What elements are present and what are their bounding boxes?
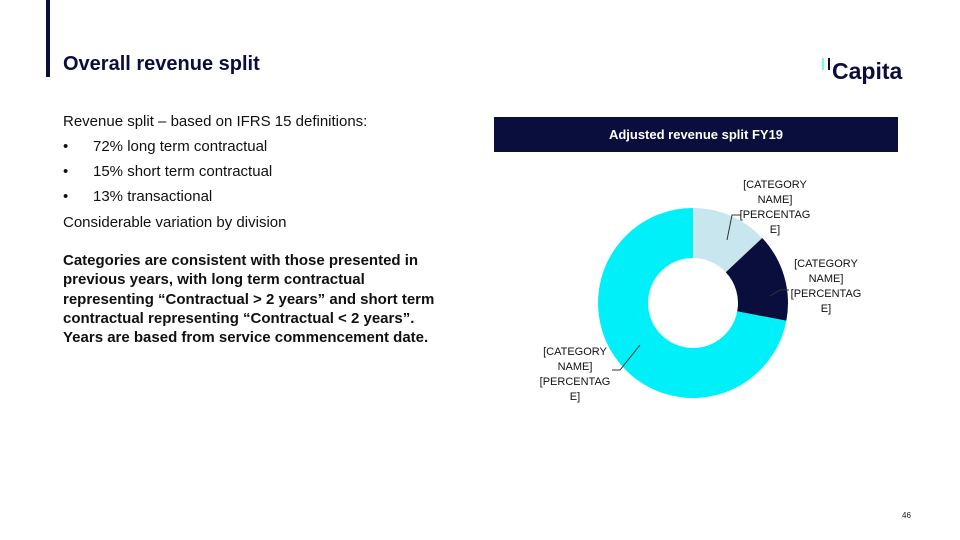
donut-segment — [598, 208, 787, 398]
paragraph: Categories are consistent with those pre… — [63, 252, 435, 347]
chart-title: Adjusted revenue split FY19 — [494, 117, 898, 152]
accent-bar — [46, 0, 50, 77]
bullet: • 72% long term contractual — [63, 138, 268, 155]
data-label: [CATEGORY NAME] [PERCENTAGE] — [790, 258, 862, 315]
logo: Capita — [832, 58, 903, 84]
bullet: • 15% short term contractual — [63, 163, 273, 180]
slide-title: Overall revenue split — [63, 53, 260, 75]
bullet-text: 72% long term contractual — [93, 138, 268, 155]
leader-line — [726, 214, 741, 241]
leader-line — [769, 289, 789, 297]
bullet-text: 13% transactional — [93, 188, 213, 205]
data-label: [CATEGORY NAME] [PERCENTAGE] — [539, 346, 611, 403]
bullet-text: 15% short term contractual — [93, 163, 273, 180]
donut-segment — [693, 208, 763, 273]
donut-segment — [725, 237, 788, 321]
leader-line — [612, 344, 641, 371]
note: Considerable variation by division — [63, 214, 287, 231]
data-label: [CATEGORY NAME] [PERCENTAGE] — [739, 179, 811, 236]
bullet: • 13% transactional — [63, 188, 213, 205]
logo-mark — [822, 58, 830, 70]
page-number: 46 — [902, 511, 911, 520]
intro: Revenue split – based on IFRS 15 definit… — [63, 113, 368, 130]
